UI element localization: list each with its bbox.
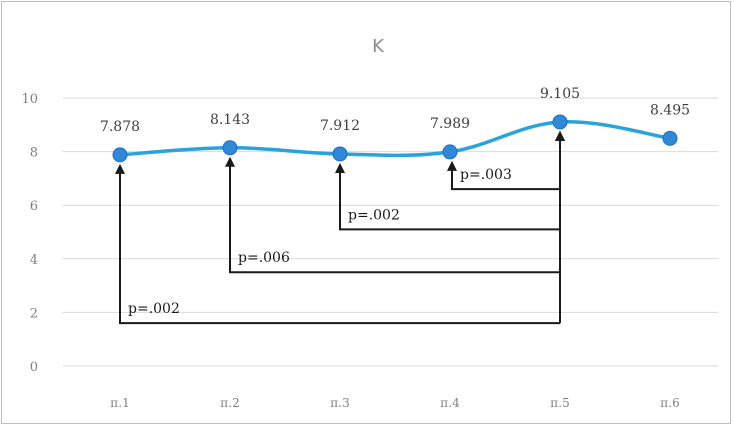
data-point xyxy=(662,130,678,146)
p-value-label: p=.002 xyxy=(128,301,180,317)
series-layer xyxy=(112,114,678,163)
y-axis-ticks: 0 2 4 6 8 10 xyxy=(21,92,38,375)
data-point xyxy=(222,140,238,156)
x-tick-label: п.1 xyxy=(110,396,129,410)
y-tick-label: 2 xyxy=(30,306,38,321)
data-point xyxy=(442,144,458,160)
p-value-label: p=.006 xyxy=(238,250,290,266)
p-value-label: p=.002 xyxy=(348,207,400,223)
data-label: 7.989 xyxy=(430,116,470,132)
significance-annotations: p=.003 p=.002 p=.006 p=.002 xyxy=(115,130,565,325)
data-point xyxy=(552,114,568,130)
data-label: 8.495 xyxy=(650,102,690,118)
data-label: 7.912 xyxy=(320,118,360,134)
data-label: 8.143 xyxy=(210,112,250,128)
bracket-path xyxy=(225,156,560,274)
y-tick-label: 0 xyxy=(30,360,38,375)
p-value-label: p=.003 xyxy=(460,167,512,183)
y-tick-label: 10 xyxy=(21,92,38,107)
x-axis-ticks: п.1 п.2 п.3 п.4 п.5 п.6 xyxy=(110,396,679,410)
data-point xyxy=(112,147,128,163)
data-labels: 7.878 8.143 7.912 7.989 9.105 8.495 xyxy=(100,86,690,135)
bracket-path xyxy=(115,163,560,325)
x-tick-label: п.3 xyxy=(330,396,349,410)
x-tick-label: п.2 xyxy=(220,396,239,410)
chart-title: K xyxy=(372,36,385,57)
bracket-path xyxy=(335,162,560,231)
x-tick-label: п.4 xyxy=(440,396,460,410)
gridlines xyxy=(62,97,718,367)
x-tick-label: п.6 xyxy=(660,396,679,410)
y-tick-label: 8 xyxy=(30,146,38,161)
data-point xyxy=(332,146,348,162)
bracket-path xyxy=(447,160,560,191)
data-label: 9.105 xyxy=(540,86,580,102)
x-tick-label: п.5 xyxy=(550,396,569,410)
data-label: 7.878 xyxy=(100,119,140,135)
y-tick-label: 6 xyxy=(30,199,38,214)
y-tick-label: 4 xyxy=(30,253,38,268)
series-line xyxy=(118,120,672,158)
